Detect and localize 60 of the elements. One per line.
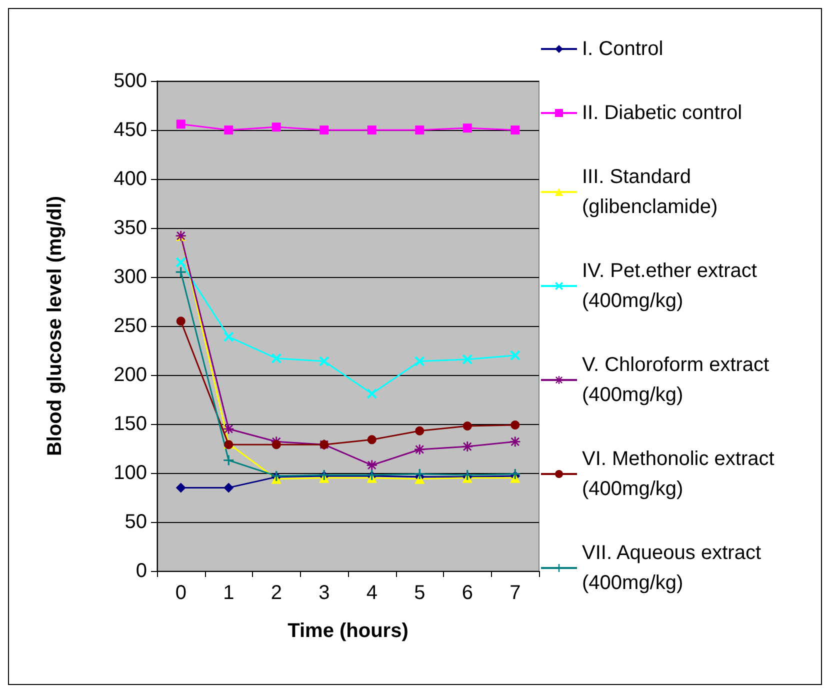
- x-tick-label: 3: [318, 582, 330, 604]
- point: [462, 354, 472, 364]
- point: [414, 468, 425, 479]
- legend-label: I. Control: [582, 38, 664, 60]
- y-axis-title: Blood glucose level (mg/dl): [44, 196, 66, 456]
- y-tick-label: 450: [114, 119, 147, 141]
- point: [510, 126, 520, 134]
- x-tick-label: 0: [175, 582, 186, 604]
- legend-label: VII. Aqueous extract (400mg/kg): [582, 542, 767, 594]
- y-tick-label: 200: [114, 364, 147, 386]
- point: [224, 332, 234, 342]
- point: [224, 482, 234, 493]
- point: [224, 424, 234, 434]
- point: [510, 350, 520, 360]
- point: [176, 120, 186, 129]
- point: [415, 126, 424, 134]
- point: [272, 440, 281, 450]
- point: [320, 126, 329, 134]
- point: [224, 455, 234, 466]
- point: [462, 421, 472, 430]
- y-tick-label: 0: [136, 560, 147, 582]
- x-tick-label: 6: [462, 582, 473, 604]
- point: [176, 267, 186, 278]
- point: [462, 442, 472, 452]
- x-tick-label: 2: [270, 582, 282, 604]
- point: [366, 388, 377, 399]
- y-tick-label: 300: [114, 266, 147, 288]
- point: [176, 257, 186, 268]
- y-tick-label: 50: [124, 511, 147, 533]
- point: [367, 126, 376, 134]
- point: [224, 126, 234, 134]
- point: [176, 482, 186, 493]
- legend-label: V. Chloroform extract (400mg/kg): [582, 354, 775, 406]
- point: [272, 122, 281, 132]
- y-tick-label: 150: [114, 413, 147, 435]
- point: [414, 356, 425, 366]
- point: [415, 426, 424, 436]
- point: [176, 316, 186, 326]
- x-tick-label: 4: [366, 582, 378, 604]
- legend-label: IV. Pet.ether extract (400mg/kg): [582, 260, 762, 312]
- x-tick-label: 7: [510, 582, 521, 604]
- x-axis-title: Time (hours): [288, 620, 408, 642]
- legend-label: II. Diabetic control: [582, 102, 742, 124]
- point: [271, 353, 282, 364]
- legend-label: III. Standard (glibenclamide): [582, 166, 718, 218]
- y-tick-label: 100: [114, 462, 147, 484]
- point: [367, 435, 376, 444]
- point: [414, 444, 425, 454]
- point: [510, 436, 520, 447]
- legend-label: VI. Methonolic extract (400mg/kg): [582, 448, 780, 500]
- point: [462, 124, 472, 133]
- y-tick-label: 400: [114, 168, 147, 190]
- point: [366, 460, 377, 470]
- y-tick-label: 350: [114, 217, 147, 239]
- y-tick-label: 250: [114, 315, 147, 337]
- x-tick-label: 1: [223, 582, 234, 604]
- point: [510, 420, 520, 430]
- y-tick-label: 500: [114, 70, 147, 92]
- x-tick-label: 5: [414, 582, 426, 604]
- point: [319, 356, 330, 366]
